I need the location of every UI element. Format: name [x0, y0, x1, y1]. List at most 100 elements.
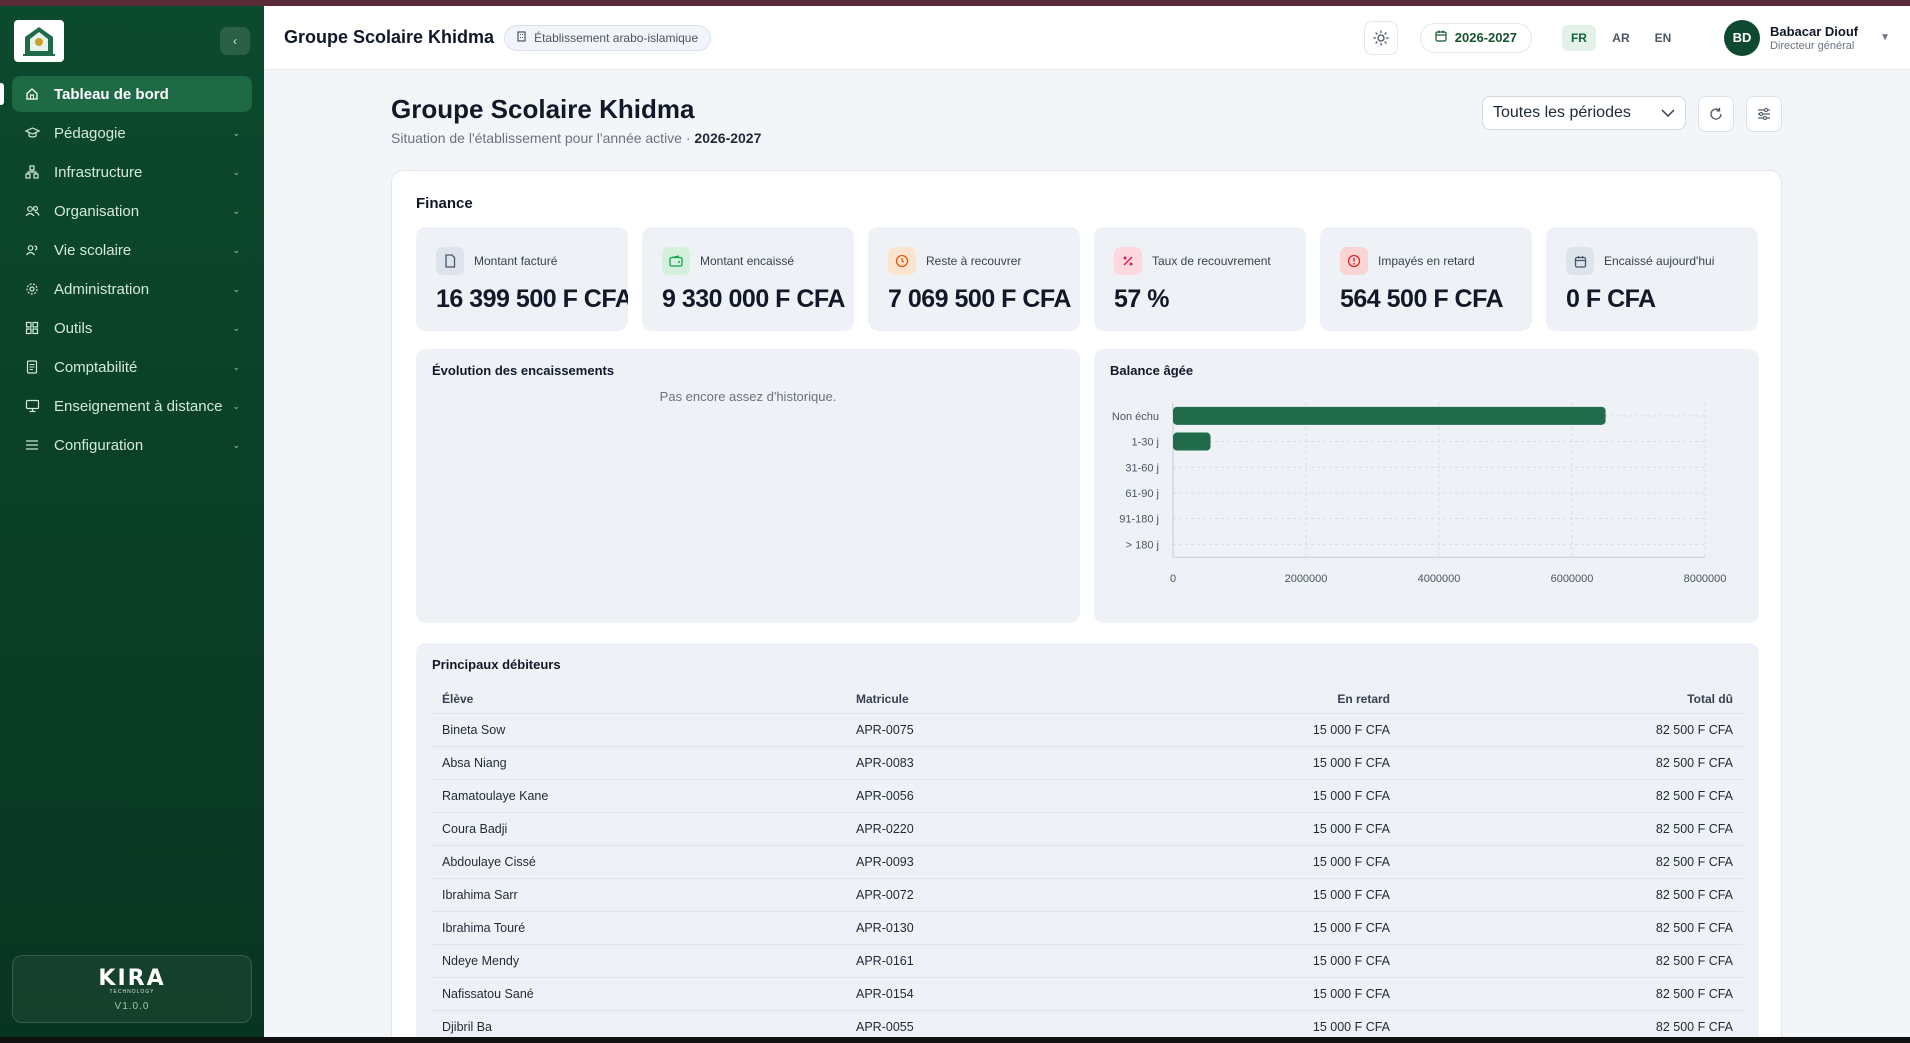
theme-toggle-button[interactable] [1363, 20, 1398, 55]
page-subtitle-text: Situation de l'établissement pour l'anné… [391, 130, 695, 146]
sidebar-item-label: Outils [54, 319, 93, 337]
calendar-icon [1566, 247, 1594, 275]
cell-total-due: 82 500 F CFA [1400, 779, 1743, 813]
building-icon [517, 30, 526, 45]
cell-student: Djibril Ba [432, 1010, 846, 1037]
monitor-icon [24, 398, 40, 414]
lang-fr-button[interactable]: FR [1561, 24, 1596, 51]
table-row[interactable]: Djibril Ba APR-0055 15 000 F CFA 82 500 F C… [432, 1010, 1743, 1037]
cell-matricule: APR-0154 [846, 977, 1146, 1011]
home-icon [24, 86, 40, 102]
kpi-header: Montant facturé [436, 247, 628, 275]
sidebar-item-outils[interactable]: Outils ⌄ [12, 310, 252, 346]
refresh-button[interactable] [1698, 96, 1734, 132]
kpi-value: 0 F CFA [1566, 285, 1656, 313]
customize-button[interactable] [1746, 96, 1782, 132]
cell-overdue: 15 000 F CFA [1146, 911, 1400, 945]
app-root: ‹ Tableau de bord Pédagogie ⌄ Infrastructur… [0, 6, 1910, 1037]
sidebar-item-organisation[interactable]: Organisation ⌄ [12, 193, 252, 229]
cell-overdue: 15 000 F CFA [1146, 779, 1400, 813]
window-top-strip [0, 0, 1910, 6]
sidebar-item-enseignement-a-distance[interactable]: Enseignement à distance ⌄ [12, 388, 252, 424]
column-header-total-due[interactable]: Total dû [1400, 685, 1743, 714]
sidebar-item-label: Vie scolaire [54, 241, 132, 259]
kpi-value: 9 330 000 F CFA [662, 285, 845, 313]
app-version: V1.0.0 [114, 1001, 150, 1012]
academic-year-label: 2026-2027 [1454, 30, 1517, 45]
period-select[interactable]: Toutes les périodes [1482, 96, 1686, 130]
table-row[interactable]: Nafissatou Sané APR-0154 15 000 F CFA 82 50… [432, 977, 1743, 1011]
lang-en-button[interactable]: EN [1654, 30, 1672, 45]
aged-balance-panel: Balance âgée Non échu 1-30 j 31-60 j 61-90 … [1094, 349, 1759, 623]
kpi-card: Montant encaissé 9 330 000 F CFA [642, 227, 854, 331]
collapse-sidebar-button[interactable]: ‹ [220, 27, 250, 55]
clock-icon [888, 247, 916, 275]
cell-overdue: 15 000 F CFA [1146, 878, 1400, 912]
table-row[interactable]: Coura Badji APR-0220 15 000 F CFA 82 500 F … [432, 812, 1743, 846]
brand-tagline: TECHNOLOGY [109, 989, 155, 995]
sidebar-item-tableau-de-bord[interactable]: Tableau de bord [0, 76, 252, 112]
sidebar-item-label: Configuration [54, 436, 144, 454]
cell-matricule: APR-0220 [846, 812, 1146, 846]
cell-total-due: 82 500 F CFA [1400, 713, 1743, 747]
chevron-down-icon: ⌄ [232, 244, 240, 255]
kpi-label: Reste à recouvrer [926, 254, 1022, 268]
table-row[interactable]: Bineta Sow APR-0075 15 000 F CFA 82 500 F C… [432, 713, 1743, 747]
cell-student: Abdoulaye Cissé [432, 845, 846, 879]
kpi-value: 16 399 500 F CFA [436, 285, 628, 313]
sidebar-header: ‹ [0, 6, 264, 76]
chevron-down-icon: ⌄ [232, 322, 240, 333]
column-header-overdue[interactable]: En retard [1146, 685, 1400, 714]
kpi-card: Reste à recouvrer 7 069 500 F CFA [868, 227, 1080, 331]
table-row[interactable]: Absa Niang APR-0083 15 000 F CFA 82 500 F C… [432, 746, 1743, 780]
chevron-left-icon: ‹ [233, 34, 237, 48]
bar-1 [1173, 432, 1211, 451]
sidebar-item-infrastructure[interactable]: Infrastructure ⌄ [12, 154, 252, 190]
cell-student: Absa Niang [432, 746, 846, 780]
kpi-label: Montant facturé [474, 254, 558, 268]
kpi-label: Impayés en retard [1378, 254, 1475, 268]
sidebar-item-vie-scolaire[interactable]: Vie scolaire ⌄ [12, 232, 252, 268]
academic-year-button[interactable]: 2026-2027 [1419, 22, 1532, 53]
evolution-title: Évolution des encaissements [432, 363, 615, 378]
graduation-cap-icon [24, 125, 40, 141]
cell-matricule: APR-0075 [846, 713, 1146, 747]
sidebar-item-administration[interactable]: Administration ⌄ [12, 271, 252, 307]
table-row[interactable]: Ibrahima Sarr APR-0072 15 000 F CFA 82 500 … [432, 878, 1743, 912]
table-row[interactable]: Abdoulaye Cissé APR-0093 15 000 F CFA 82 50… [432, 845, 1743, 879]
kpi-header: Taux de recouvrement [1114, 247, 1306, 275]
refresh-icon [1710, 107, 1722, 120]
chevron-down-icon: ⌄ [232, 361, 240, 372]
school-name: Groupe Scolaire Khidma [284, 27, 495, 47]
sidebar-item-label: Administration [54, 280, 150, 298]
kpi-label: Taux de recouvrement [1152, 254, 1271, 268]
aged-balance-title: Balance âgée [1110, 363, 1194, 378]
sidebar-item-comptabilite[interactable]: Comptabilité ⌄ [12, 349, 252, 385]
user-menu[interactable]: Babacar Diouf Directeur général [1770, 24, 1858, 52]
table-row[interactable]: Ibrahima Touré APR-0130 15 000 F CFA 82 500… [432, 911, 1743, 945]
user-name: Babacar Diouf [1769, 23, 1859, 39]
column-header-student[interactable]: Élève [432, 685, 846, 714]
cell-overdue: 15 000 F CFA [1146, 812, 1400, 846]
sidebar-item-pedagogie[interactable]: Pédagogie ⌄ [12, 115, 252, 151]
finance-title: Finance [416, 195, 473, 212]
chevron-down-icon [1661, 109, 1675, 117]
y-tick-label: 31-60 j [1125, 462, 1159, 474]
page-subtitle-year: 2026-2027 [694, 130, 762, 146]
column-header-matricule[interactable]: Matricule [846, 685, 1146, 714]
school-type-label: Établissement arabo-islamique [534, 30, 699, 45]
chevron-down-icon: ⌄ [232, 166, 240, 177]
table-row[interactable]: Ramatoulaye Kane APR-0056 15 000 F CFA 82 5… [432, 779, 1743, 813]
table-row[interactable]: Ndeye Mendy APR-0161 15 000 F CFA 82 500 F … [432, 944, 1743, 978]
cell-student: Ramatoulaye Kane [432, 779, 846, 813]
chevron-down-icon[interactable]: ▼ [1880, 32, 1890, 43]
school-logo[interactable] [14, 20, 64, 62]
user-avatar[interactable]: BD [1723, 19, 1760, 56]
chevron-down-icon: ⌄ [232, 400, 240, 411]
page-subtitle: Situation de l'établissement pour l'anné… [391, 130, 761, 146]
sidebar-item-configuration[interactable]: Configuration ⌄ [12, 427, 252, 463]
brand-logo: KIRA [98, 966, 166, 991]
lang-ar-button[interactable]: AR [1612, 30, 1630, 45]
kpi-header: Encaissé aujourd'hui [1566, 247, 1758, 275]
debtors-title: Principaux débiteurs [432, 657, 561, 672]
